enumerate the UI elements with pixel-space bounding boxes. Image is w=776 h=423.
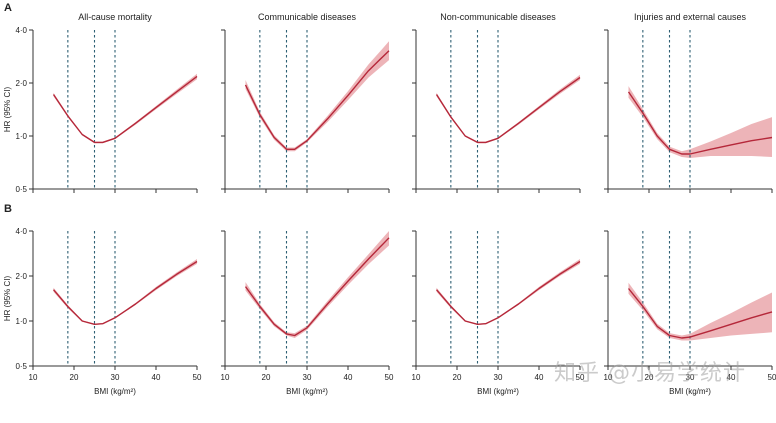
hr-curve-r1p3	[627, 288, 773, 339]
ci-band-r1p0	[53, 259, 197, 325]
y-axis-label-r0p0: HR (95% CI)	[3, 86, 12, 132]
x-tick-label-r1p2-4: 50	[576, 373, 585, 382]
ci-band-r0p3	[628, 86, 772, 158]
x-tick-label-r1p1-3: 40	[344, 373, 353, 382]
x-tick-label-r1p0-0: 10	[29, 373, 38, 382]
x-tick-label-r1p0-2: 30	[111, 373, 120, 382]
x-axis-label-r1p2: BMI (kg/m²)	[477, 387, 519, 396]
panel-title-r0p2: Non-communicable diseases	[440, 12, 556, 22]
x-tick-label-r1p2-3: 40	[535, 373, 544, 382]
x-tick-label-r1p0-1: 20	[70, 373, 79, 382]
y-tick-label-r0p0-0: 0·5	[15, 185, 27, 194]
y-tick-label-r0p0-1: 1·0	[15, 132, 27, 141]
hr-curve-r0p0	[52, 75, 198, 144]
panel-title-r0p3: Injuries and external causes	[634, 12, 747, 22]
y-tick-label-r1p0-2: 2·0	[15, 272, 27, 281]
ci-band-r1p3	[628, 282, 772, 341]
x-axis-label-r1p3: BMI (kg/m²)	[669, 387, 711, 396]
y-tick-label-r1p0-1: 1·0	[15, 317, 27, 326]
ci-band-r1p2	[436, 259, 580, 325]
hr-curve-r1p1	[244, 237, 390, 337]
x-tick-label-r1p1-4: 50	[385, 373, 394, 382]
x-tick-label-r1p3-4: 50	[768, 373, 776, 382]
hr-curve-r1p2	[435, 260, 581, 325]
hr-curve-r0p1	[244, 50, 390, 151]
y-axis-label-r1p0: HR (95% CI)	[3, 275, 12, 321]
x-tick-label-r1p3-3: 40	[727, 373, 736, 382]
x-tick-label-r1p2-0: 10	[412, 373, 421, 382]
x-axis-label-r1p0: BMI (kg/m²)	[94, 387, 136, 396]
hr-curve-r0p2	[435, 76, 581, 144]
row-label-A: A	[4, 2, 12, 14]
ci-band-r0p1	[245, 41, 389, 152]
y-tick-label-r1p0-0: 0·5	[15, 362, 27, 371]
x-axis-label-r1p1: BMI (kg/m²)	[286, 387, 328, 396]
x-tick-label-r1p1-1: 20	[262, 373, 271, 382]
x-tick-label-r1p3-0: 10	[604, 373, 613, 382]
x-tick-label-r1p0-3: 40	[152, 373, 161, 382]
ci-band-r0p0	[53, 73, 197, 144]
panel-title-r0p1: Communicable diseases	[258, 12, 357, 22]
x-tick-label-r1p3-1: 20	[645, 373, 654, 382]
x-tick-label-r1p1-2: 30	[303, 373, 312, 382]
x-tick-label-r1p3-2: 30	[686, 373, 695, 382]
x-tick-label-r1p0-4: 50	[193, 373, 202, 382]
y-tick-label-r0p0-2: 2·0	[15, 79, 27, 88]
x-tick-label-r1p2-2: 30	[494, 373, 503, 382]
hr-curve-r1p0	[52, 260, 198, 325]
y-tick-label-r1p0-3: 4·0	[15, 227, 27, 236]
ci-band-r1p1	[245, 231, 389, 338]
y-tick-label-r0p0-3: 4·0	[15, 26, 27, 35]
row-label-B: B	[4, 203, 12, 215]
hr-curve-r0p3	[627, 91, 773, 155]
panel-title-r0p0: All-cause mortality	[78, 12, 152, 22]
ci-band-r0p2	[436, 74, 580, 144]
x-tick-label-r1p2-1: 20	[453, 373, 462, 382]
x-tick-label-r1p1-0: 10	[221, 373, 230, 382]
watermark: 知乎 @小易学统计	[554, 361, 746, 386]
